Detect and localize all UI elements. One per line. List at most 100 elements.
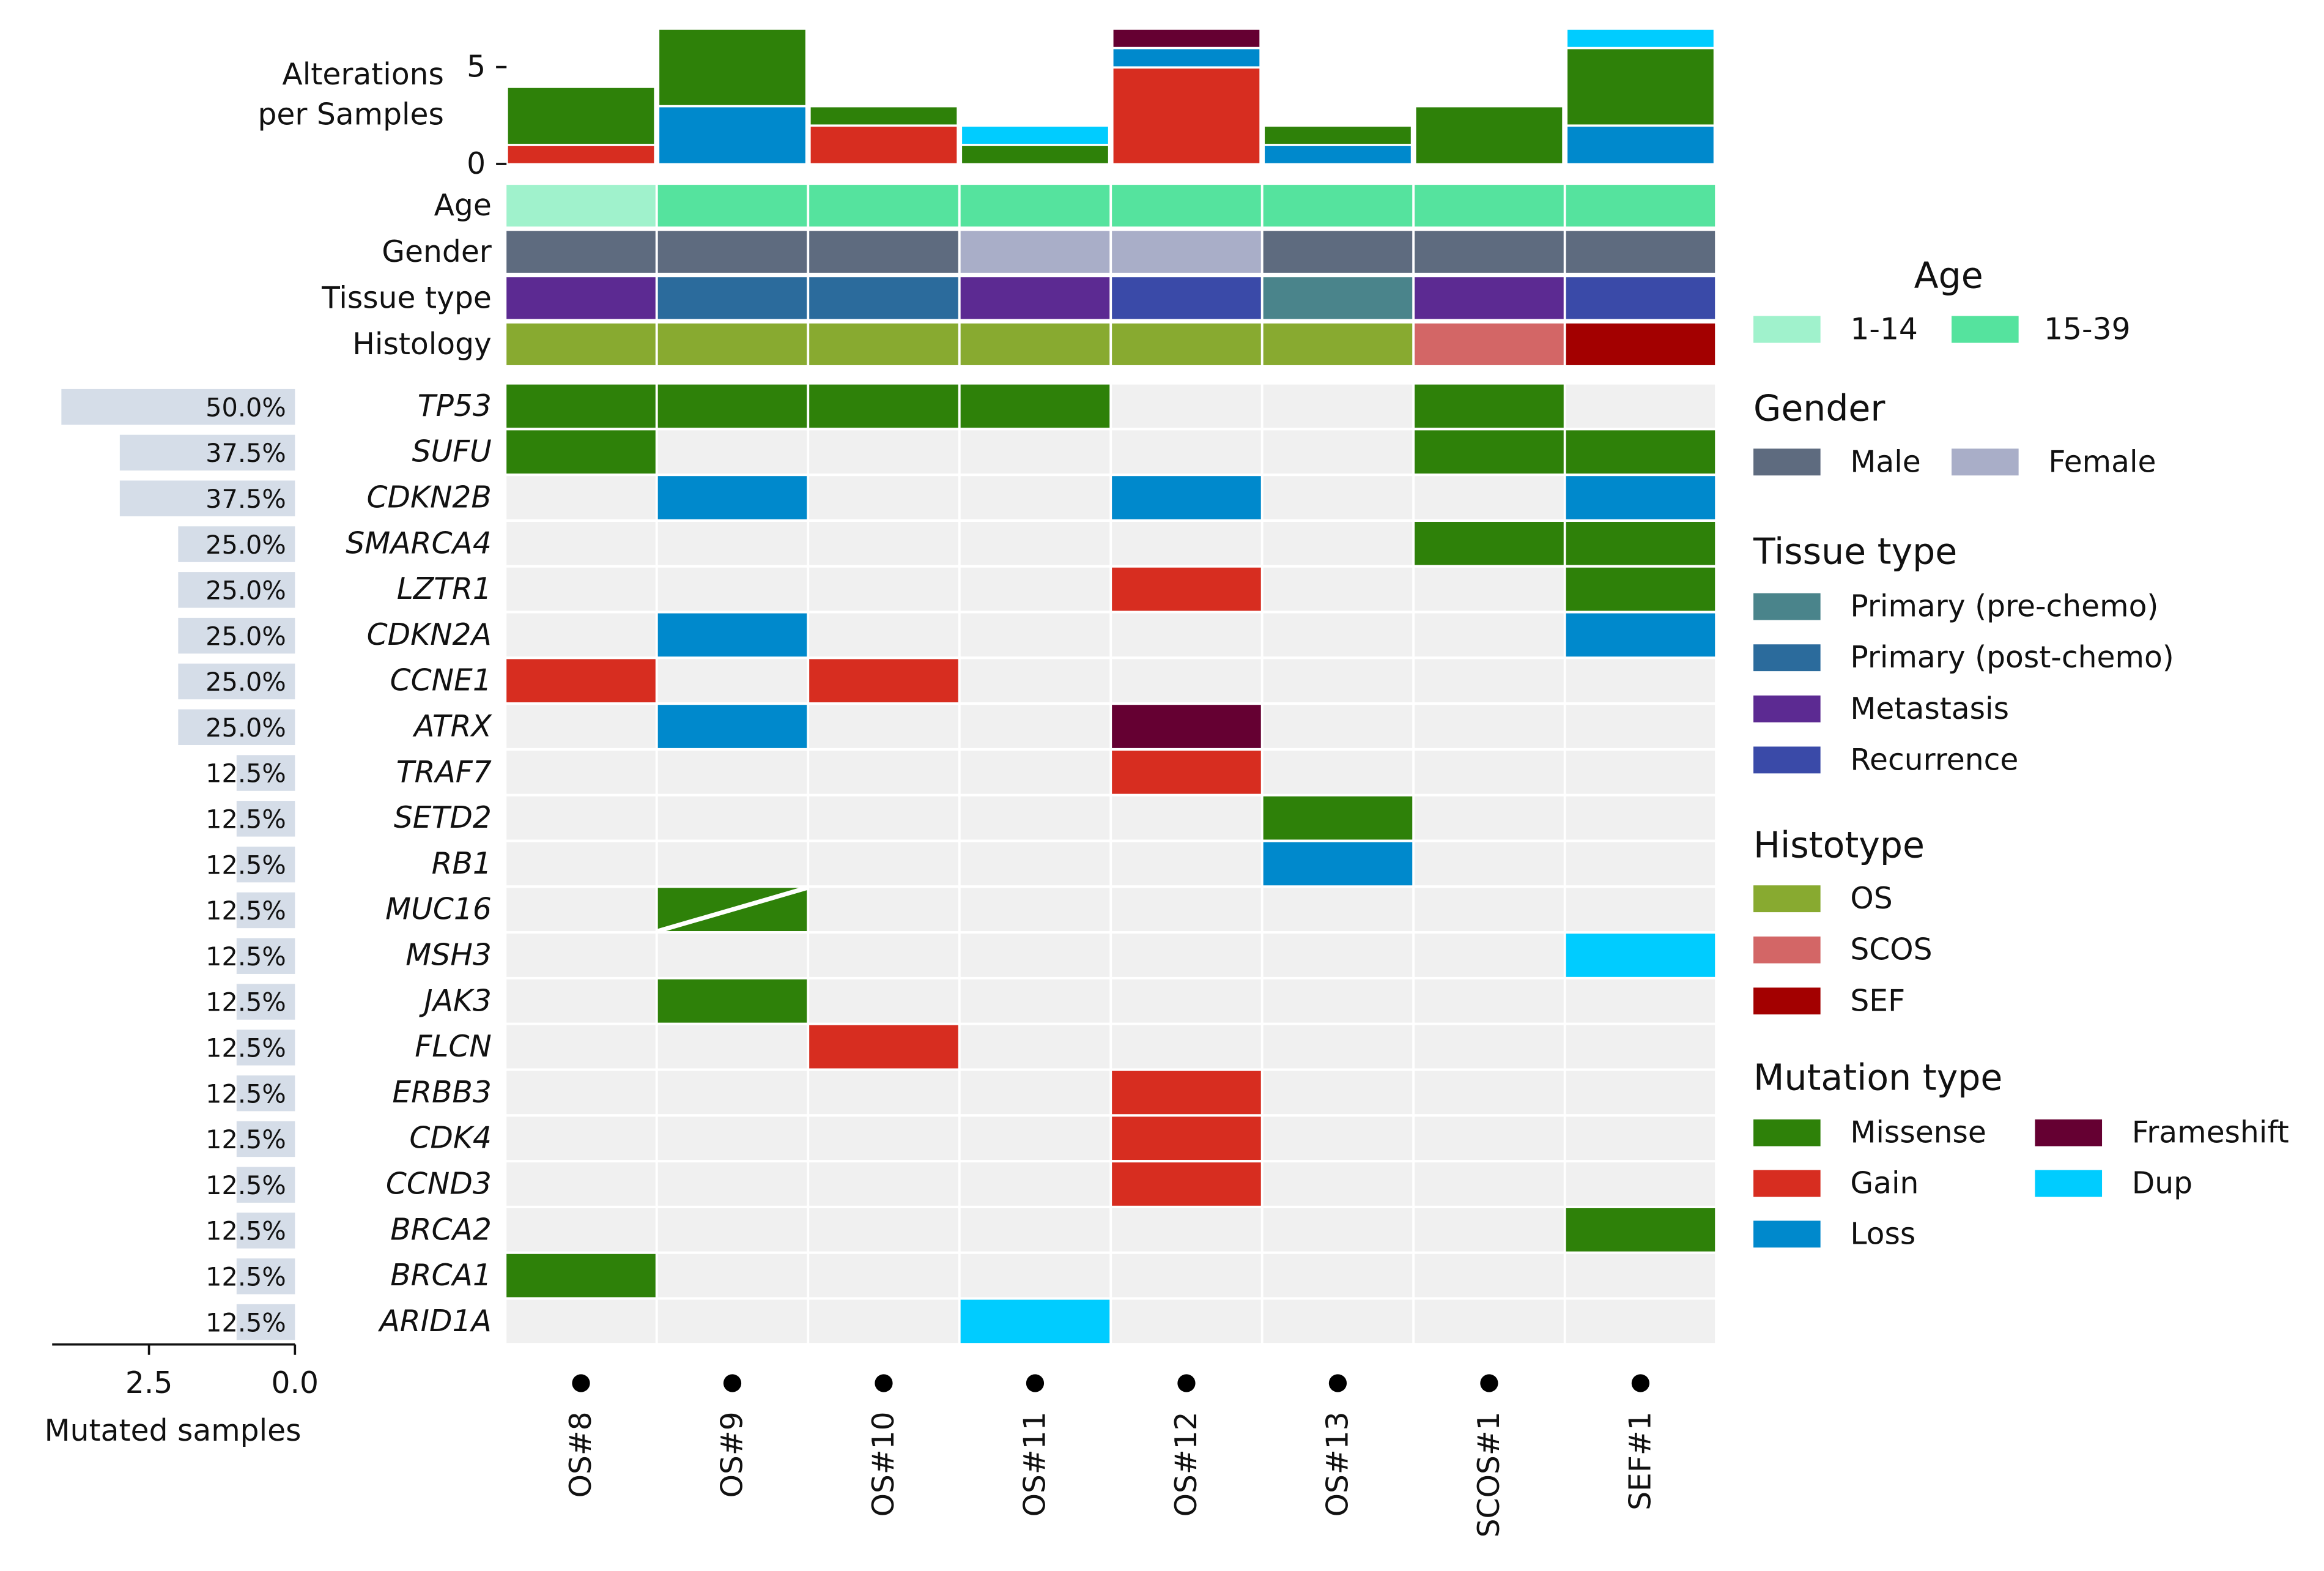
gene-label: SMARCA4: [346, 526, 491, 560]
matrix-cell-empty: [1415, 979, 1564, 1023]
legend-label: Male: [1850, 445, 1920, 479]
matrix-cell-empty: [809, 1162, 958, 1206]
matrix-cell-empty: [1112, 979, 1261, 1023]
gene-label: TP53: [418, 389, 492, 423]
legend-label: Recurrence: [1850, 743, 2018, 777]
legend-label: Metastasis: [1850, 692, 2009, 726]
mutated-samples-bar: [178, 663, 295, 700]
gene-percent-label: 12.5%: [205, 896, 286, 926]
matrix-cell-empty: [960, 1253, 1110, 1298]
matrix-cell-empty: [657, 1208, 807, 1252]
gene-label: MUC16: [385, 893, 492, 927]
gene-percent-label: 12.5%: [205, 1308, 286, 1337]
annotation-cell: [809, 231, 958, 273]
matrix-cell-empty: [506, 934, 656, 977]
matrix-cell-empty: [1415, 1162, 1564, 1206]
split-divider: [657, 885, 808, 934]
matrix-cell-empty: [809, 1299, 958, 1343]
gene-percent-label: 12.5%: [205, 942, 286, 971]
gene-label: MSH3: [405, 938, 492, 973]
mutated-samples-bar: [236, 1121, 295, 1157]
mutation-cell-gain: [809, 1025, 958, 1069]
matrix-cell-empty: [960, 934, 1110, 977]
gene-percent-label: 12.5%: [205, 1171, 286, 1200]
legend-label: Female: [2048, 445, 2156, 479]
matrix-cell-empty: [960, 979, 1110, 1023]
matrix-cell-empty: [1263, 1162, 1413, 1206]
legend-label: 15-39: [2044, 312, 2131, 346]
mutation-cell-missense: [506, 1253, 656, 1298]
mutation-cell-loss: [657, 613, 807, 657]
gene-label: CCND3: [386, 1167, 492, 1201]
mutated-samples-bar: [178, 572, 295, 608]
mutated-samples-bar: [178, 526, 295, 562]
bar-segment-missense: [810, 107, 957, 125]
matrix-cell-empty: [1112, 384, 1261, 428]
matrix-cell-empty: [657, 521, 807, 565]
matrix-cell-empty: [657, 934, 807, 977]
matrix-cell-empty: [960, 1116, 1110, 1161]
matrix-cell-empty: [657, 1116, 807, 1161]
matrix-cell-empty: [1566, 796, 1715, 840]
matrix-cell-empty: [1415, 705, 1564, 748]
matrix-cell-empty: [960, 796, 1110, 840]
matrix-cell-empty: [1112, 888, 1261, 932]
matrix-cell-empty: [1566, 842, 1715, 886]
matrix-cell-empty: [960, 430, 1110, 474]
annotation-cell: [809, 323, 958, 365]
matrix-cell-empty: [1263, 1071, 1413, 1115]
annotation-cell: [1263, 323, 1413, 365]
legend-title: Histotype: [1753, 824, 1925, 866]
mutated-samples-bar: [236, 755, 295, 791]
gene-percent-label: 50.0%: [205, 393, 286, 422]
gene-percent-label: 12.5%: [205, 1079, 286, 1109]
y-tick-label: 5: [467, 50, 486, 84]
gene-percent-label: 12.5%: [205, 1034, 286, 1063]
matrix-cell-empty: [1415, 888, 1564, 932]
sample-marker-dot: [572, 1374, 590, 1392]
matrix-cell-empty: [1566, 750, 1715, 794]
gene-percent-label: 12.5%: [205, 988, 286, 1017]
sample-marker-dot: [1026, 1374, 1045, 1392]
mutated-samples-bar: [236, 1030, 295, 1066]
legend-swatch: [2035, 1119, 2103, 1146]
matrix-cell-empty: [506, 521, 656, 565]
mutation-cell-gain: [809, 659, 958, 703]
gene-label: CDKN2B: [367, 481, 492, 515]
annotation-cell: [809, 185, 958, 227]
matrix-cell-empty: [809, 613, 958, 657]
gene-percent-label: 37.5%: [205, 485, 286, 514]
annotation-label: Histology: [352, 327, 492, 362]
mutated-samples-bar: [236, 1167, 295, 1203]
matrix-cell-empty: [960, 750, 1110, 794]
matrix-cell-empty: [1263, 934, 1413, 977]
gene-label: JAK3: [419, 984, 492, 1018]
annotation-cell: [1415, 185, 1564, 227]
mutated-samples-bar: [236, 801, 295, 837]
matrix-cell-empty: [1415, 659, 1564, 703]
matrix-cell-empty: [1112, 1253, 1261, 1298]
matrix-cell-empty: [1112, 659, 1261, 703]
sample-marker-dot: [723, 1374, 742, 1392]
legend-title: Mutation type: [1753, 1057, 2002, 1099]
bar-segment-missense: [1265, 127, 1411, 144]
mutation-cell-loss: [657, 476, 807, 519]
matrix-cell-empty: [1263, 567, 1413, 611]
mutation-cell-missense: [506, 430, 656, 474]
annotation-cell: [1566, 185, 1715, 227]
legend-swatch: [1753, 644, 1821, 672]
matrix-cell-empty: [657, 430, 807, 474]
matrix-cell-empty: [1415, 1208, 1564, 1252]
matrix-cell-empty: [809, 1208, 958, 1252]
matrix-cell-empty: [1566, 1299, 1715, 1343]
gene-percent-label: 12.5%: [205, 1217, 286, 1246]
gene-percent-label: 25.0%: [205, 713, 286, 743]
legend-swatch: [1753, 746, 1821, 774]
sample-label: OS#9: [715, 1411, 749, 1498]
matrix-cell-empty: [1263, 1253, 1413, 1298]
matrix-cell-empty: [1263, 1116, 1413, 1161]
sample-label: OS#12: [1169, 1411, 1204, 1517]
matrix-cell-empty: [1263, 521, 1413, 565]
matrix-cell-empty: [1112, 521, 1261, 565]
matrix-cell-empty: [809, 1116, 958, 1161]
